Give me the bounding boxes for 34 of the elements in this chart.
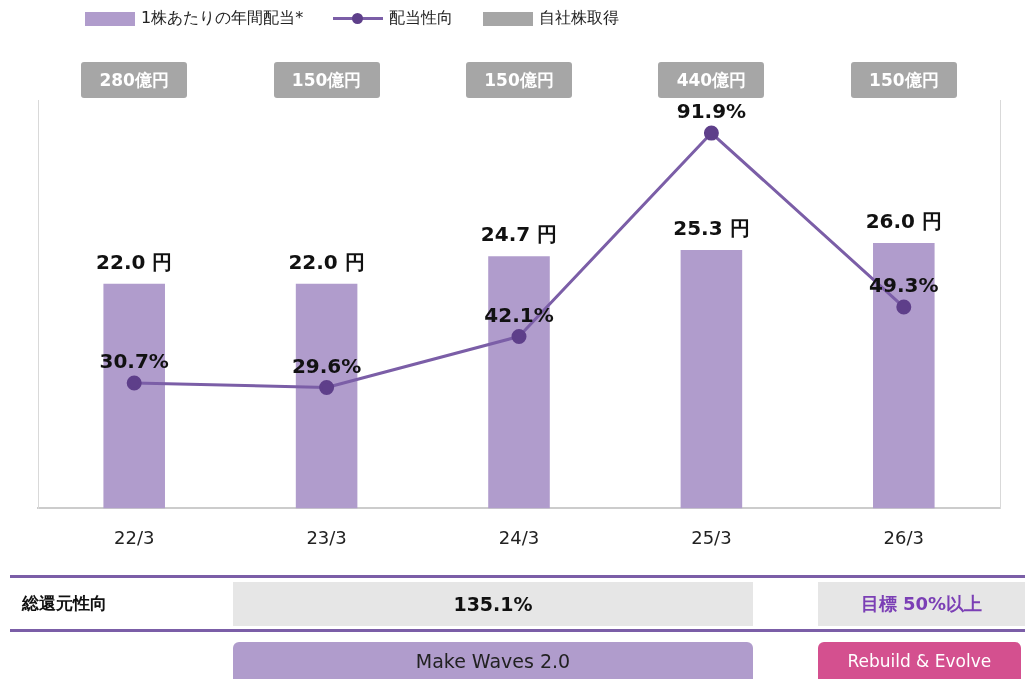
data-label: 26.0 円: [865, 209, 942, 234]
x-tick-label: 23/3: [306, 526, 347, 548]
point: [126, 375, 142, 391]
data-label: 29.6%: [291, 353, 362, 378]
text: 150億円: [466, 62, 572, 98]
data-label: 25.3 円: [673, 216, 750, 241]
x-tick-label: 22/3: [113, 526, 155, 548]
point: [319, 380, 335, 396]
data-label: 42.1%: [484, 302, 554, 327]
legend-label: 配当性向: [389, 8, 454, 29]
text: 135.1%: [233, 582, 753, 626]
text: Rebuild & Evolve: [817, 642, 1021, 679]
data-label: 22.0 円: [96, 249, 173, 274]
text: 440億円: [658, 62, 765, 98]
data-label: 22.0 円: [288, 249, 365, 274]
x-tick-label: 25/3: [691, 526, 732, 548]
point: [896, 299, 912, 315]
text: 総還元性向: [22, 592, 107, 615]
data-label: 49.3%: [869, 273, 939, 298]
text: 280億円: [81, 62, 188, 98]
legend-label: 1株あたりの年間配当*: [141, 8, 304, 29]
text: 150億円: [273, 62, 380, 98]
data-label: 91.9%: [676, 99, 747, 124]
data-label: 24.7 円: [480, 222, 558, 247]
point: [511, 328, 527, 344]
data-label: 30.7%: [99, 349, 169, 374]
text: 目標 50%以上: [817, 582, 1025, 626]
point: [703, 125, 719, 141]
bar: [680, 250, 743, 509]
text: 150億円: [850, 62, 957, 98]
text: 自社株取得: [539, 8, 620, 29]
x-tick-label: 26/3: [883, 526, 925, 548]
x-tick-label: 24/3: [498, 526, 540, 548]
text: Make Waves 2.0: [233, 642, 753, 679]
